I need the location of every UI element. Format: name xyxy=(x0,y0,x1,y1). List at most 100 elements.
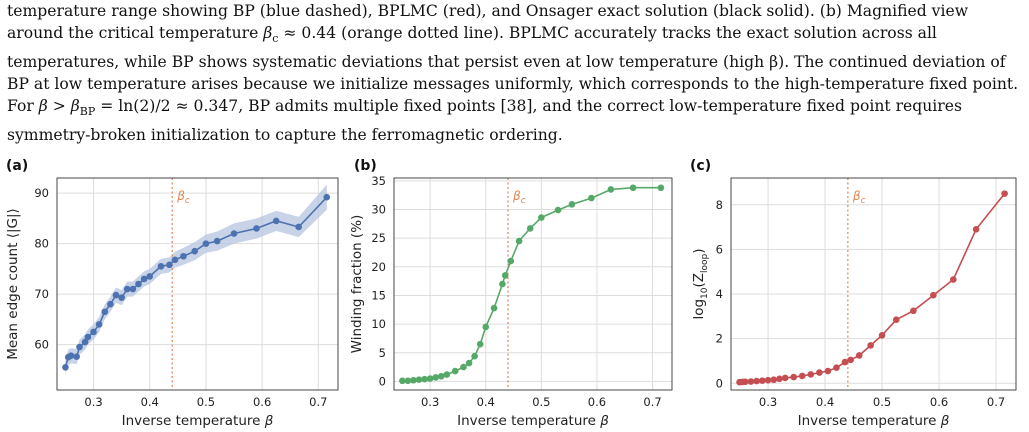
data-point xyxy=(629,184,637,192)
data-point xyxy=(764,376,772,384)
data-point xyxy=(867,342,874,349)
data-point xyxy=(1001,190,1008,197)
data-point xyxy=(972,226,980,233)
data-point xyxy=(415,376,423,383)
data-point xyxy=(741,378,749,386)
x-tick-label: 0.4 xyxy=(141,395,159,409)
data-point xyxy=(747,378,755,385)
x-tick-label: 0.3 xyxy=(759,395,777,409)
data-point xyxy=(507,257,515,265)
data-point xyxy=(588,194,595,202)
data-point xyxy=(191,247,198,255)
data-point xyxy=(101,308,109,316)
data-point xyxy=(554,206,562,214)
panel-a: βc 0.3 0.4 0.5 0.6 0.7 60 70 80 90 Inverse tempera… xyxy=(5,158,339,429)
data-point xyxy=(180,252,187,260)
data-point xyxy=(73,353,80,360)
y-axis-label: Mean edge count ⟨|G|⟩ xyxy=(5,208,21,360)
plot-frame xyxy=(393,177,673,391)
data-point xyxy=(171,256,179,264)
x-tick-label: 0.7 xyxy=(643,395,661,409)
data-point xyxy=(437,372,445,380)
data-point xyxy=(460,363,467,371)
data-point xyxy=(878,332,886,339)
y-tick-label: 0 xyxy=(379,374,386,388)
plot-frame xyxy=(56,177,339,391)
data-point xyxy=(81,338,89,346)
data-point xyxy=(753,377,760,385)
x-tick-label: 0.3 xyxy=(421,395,439,409)
data-point xyxy=(62,363,69,371)
data-point xyxy=(833,364,840,371)
y-tick-label: 8 xyxy=(716,198,723,212)
y-axis-label: log10(Zloop) xyxy=(691,248,710,319)
data-point xyxy=(230,230,238,237)
data-point xyxy=(404,377,412,385)
y-tick-label: 15 xyxy=(371,288,386,302)
critical-temperature-label: βc xyxy=(852,189,866,206)
series-line xyxy=(402,186,661,382)
data-point xyxy=(451,367,459,375)
data-point xyxy=(893,316,900,324)
x-axis-label: Inverse temperature β xyxy=(798,413,950,429)
data-point xyxy=(67,352,75,359)
data-point xyxy=(568,201,576,208)
x-tick-label: 0.3 xyxy=(84,395,102,409)
y-tick-label: 5 xyxy=(379,346,386,360)
x-tick-label: 0.4 xyxy=(816,395,834,409)
data-point xyxy=(157,263,165,270)
data-point xyxy=(910,307,917,315)
data-point xyxy=(432,374,440,381)
x-axis-label: Inverse temperature β xyxy=(457,413,609,429)
y-tick-label: 80 xyxy=(34,237,49,251)
caption-line: temperatures, while BP shows systematic … xyxy=(7,52,1006,71)
x-tick-label: 0.5 xyxy=(532,395,550,409)
data-point xyxy=(166,261,173,269)
plot-frame xyxy=(730,177,1017,391)
data-point xyxy=(499,280,506,288)
caption-line: around the critical temperature βc ≈ 0.4… xyxy=(7,24,937,46)
data-point xyxy=(443,371,451,378)
data-point xyxy=(930,291,937,299)
data-point xyxy=(465,359,473,367)
data-point xyxy=(84,333,92,341)
data-point xyxy=(426,375,434,382)
data-point xyxy=(759,377,766,384)
data-point xyxy=(421,375,428,383)
caption-line: symmetry-broken initialization to captur… xyxy=(7,125,563,144)
y-tick-label: 20 xyxy=(371,260,386,274)
data-point xyxy=(76,343,83,351)
data-point xyxy=(95,321,103,328)
figure-caption: temperature range showing BP (blue dashe… xyxy=(7,0,1021,146)
y-axis-label: Winding fraction (%) xyxy=(349,215,365,354)
data-point xyxy=(118,294,125,301)
x-tick-label: 0.6 xyxy=(253,395,271,409)
data-point xyxy=(798,372,806,380)
data-point xyxy=(776,375,783,383)
x-tick-label: 0.6 xyxy=(588,395,606,409)
data-point xyxy=(295,223,302,231)
critical-temperature-label: βc xyxy=(512,189,526,206)
x-tick-label: 0.7 xyxy=(987,395,1005,409)
y-tick-label: 35 xyxy=(371,174,386,188)
data-point xyxy=(410,376,417,384)
panel-label: (c) xyxy=(690,158,711,174)
data-point xyxy=(841,358,849,366)
data-point xyxy=(526,225,534,232)
caption-line: BP at low temperature arises because we … xyxy=(7,75,1019,93)
caption-line: temperature range showing BP (blue dashe… xyxy=(7,2,969,20)
data-point xyxy=(490,304,498,312)
data-point xyxy=(855,352,863,359)
y-tick-label: 4 xyxy=(716,287,723,301)
panel-label: (b) xyxy=(354,158,377,174)
panel-c: βc 0.3 0.4 0.5 0.6 0.7 0 2 4 6 8 Inverse temperatur… xyxy=(690,158,1017,429)
data-point xyxy=(657,184,665,192)
data-point xyxy=(807,371,815,378)
data-point xyxy=(202,240,210,247)
data-point xyxy=(482,323,490,331)
x-tick-label: 0.7 xyxy=(309,395,327,409)
y-tick-label: 0 xyxy=(716,376,723,390)
data-point xyxy=(90,328,97,336)
x-tick-label: 0.5 xyxy=(873,395,891,409)
y-tick-label: 6 xyxy=(716,242,723,256)
